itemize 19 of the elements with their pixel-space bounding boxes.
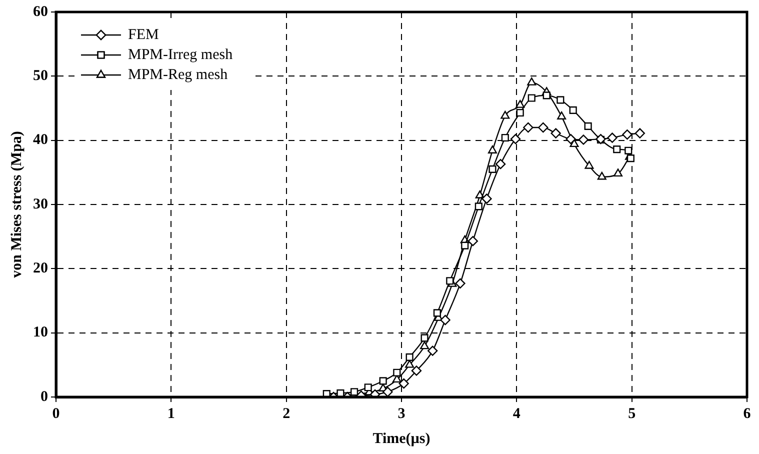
y-tick-label: 30 — [33, 196, 48, 212]
y-axis-title: von Mises stress (Mpa) — [8, 131, 25, 278]
x-tick-label: 0 — [52, 406, 60, 422]
x-tick-label: 3 — [398, 406, 406, 422]
y-tick-label: 40 — [33, 132, 48, 148]
y-tick-label: 20 — [33, 260, 48, 277]
x-tick-label: 5 — [628, 406, 636, 422]
x-tick-label: 2 — [282, 406, 290, 422]
legend-label: FEM — [128, 26, 159, 43]
y-tick-label: 0 — [40, 388, 48, 405]
legend-label: MPM-Reg mesh — [128, 66, 228, 83]
x-tick-label: 1 — [167, 406, 175, 422]
y-tick-label: 60 — [33, 4, 48, 20]
y-tick-label: 50 — [33, 68, 48, 84]
x-tick-label: 6 — [743, 406, 752, 422]
x-axis-title: Time(µs) — [372, 430, 430, 447]
legend-label: MPM-Irreg mesh — [128, 46, 234, 63]
x-tick-label: 4 — [512, 406, 521, 422]
y-tick-label: 10 — [33, 324, 48, 341]
